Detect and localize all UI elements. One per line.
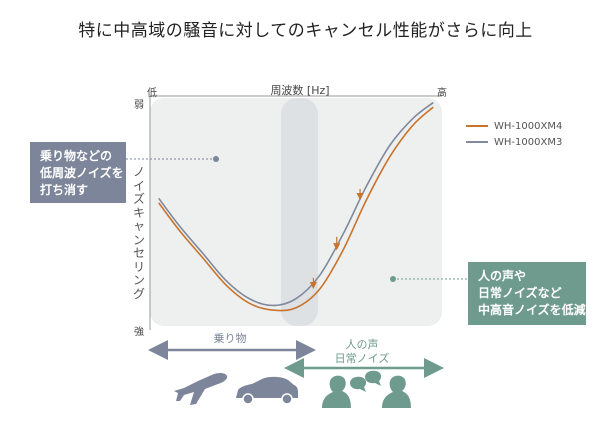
page-title: 特に中高域の騒音に対してのキャンセル性能がさらに向上: [78, 21, 533, 41]
highlight-band: [281, 98, 318, 326]
callout-line: 日常ノイズなど: [478, 286, 562, 300]
y-tick-weak: 弱: [134, 100, 144, 111]
voice-range-label: 人の声 日常ノイズ: [322, 338, 402, 366]
series-layer: [158, 101, 434, 312]
mid-callout-dot: [390, 276, 396, 282]
car-icon: [236, 376, 298, 405]
voice-range-line: 日常ノイズ: [334, 352, 390, 365]
callout-line: 低周波ノイズを: [40, 166, 124, 180]
people-talking-icon: [322, 370, 411, 408]
legend-label-xm3: WH-1000XM3: [494, 136, 563, 148]
callout-line: 打ち消す: [40, 183, 89, 197]
callout-line: 中高音ノイズを低減: [478, 303, 586, 317]
y-axis-label: ノイズキャンセリング: [132, 165, 145, 301]
legend-item-xm4: WH-1000XM4: [466, 118, 562, 134]
series-line-wh-1000xm4: [158, 106, 434, 312]
legend-label-xm4: WH-1000XM4: [494, 120, 563, 132]
airplane-icon: [174, 372, 228, 405]
callout-line: 乗り物などの: [40, 149, 113, 163]
legend-swatch-xm4: [466, 125, 488, 127]
callout-line: 人の声や: [478, 269, 527, 283]
mid-high-callout: 人の声や 日常ノイズなど 中高音ノイズを低減: [468, 262, 586, 325]
legend-item-xm3: WH-1000XM3: [466, 134, 562, 150]
x-tick-low: 低: [147, 88, 157, 99]
x-tick-high: 高: [437, 88, 447, 99]
x-axis-label: 周波数 [Hz]: [270, 84, 330, 97]
series-line-wh-1000xm3: [158, 101, 434, 307]
y-tick-strong: 強: [134, 327, 144, 338]
low-callout-dot: [213, 156, 219, 162]
vehicle-range-label: 乗り物: [213, 332, 247, 345]
reduction-arrows: [309, 188, 364, 290]
legend-swatch-xm3: [466, 141, 488, 143]
low-frequency-callout: 乗り物などの 低周波ノイズを 打ち消す: [30, 142, 126, 203]
voice-range-line: 人の声: [345, 338, 379, 351]
legend: WH-1000XM4 WH-1000XM3: [466, 118, 562, 150]
